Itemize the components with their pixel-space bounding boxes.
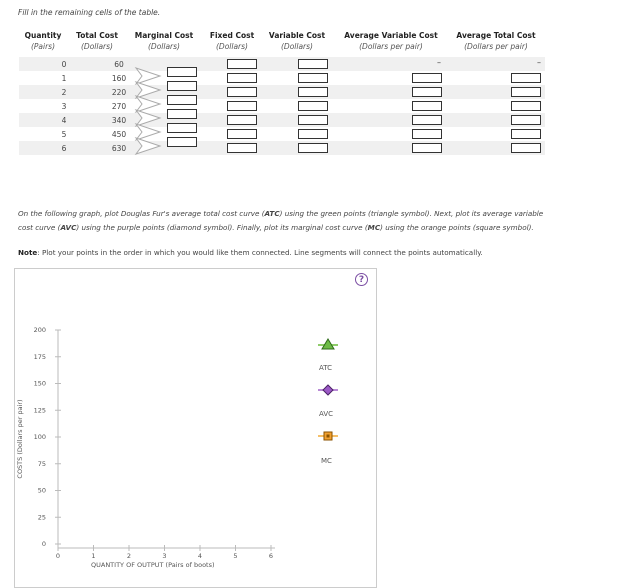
header-variable-cost: Variable Cost (Dollars) xyxy=(268,31,326,51)
x-axis-tick-label: 1 xyxy=(91,552,95,560)
fixed-cost-input[interactable] xyxy=(227,59,257,69)
triangle-icon xyxy=(321,338,335,350)
x-axis-tick-label: 3 xyxy=(162,552,166,560)
average-variable-cost-input[interactable] xyxy=(412,101,442,111)
x-axis-tick-label: 2 xyxy=(127,552,131,560)
instructions: Fill in the remaining cells of the table… xyxy=(18,8,161,17)
x-axis-tick-label: 5 xyxy=(233,552,237,560)
table-cell-quantity: 0 xyxy=(61,60,67,69)
marginal-cost-input[interactable] xyxy=(167,67,197,77)
fixed-cost-input[interactable] xyxy=(227,129,257,139)
marginal-cost-input[interactable] xyxy=(167,109,197,119)
y-axis-tick-label: 175 xyxy=(34,353,46,361)
fixed-cost-input[interactable] xyxy=(227,87,257,97)
help-icon[interactable]: ? xyxy=(355,273,368,286)
fixed-cost-input[interactable] xyxy=(227,73,257,83)
y-axis-tick-label: 200 xyxy=(34,326,46,334)
average-variable-cost-dash: – xyxy=(437,58,441,67)
variable-cost-input[interactable] xyxy=(298,87,328,97)
average-variable-cost-input[interactable] xyxy=(412,129,442,139)
average-variable-cost-input[interactable] xyxy=(412,87,442,97)
chevron-right-icon xyxy=(134,67,162,85)
marginal-cost-arrows xyxy=(134,67,162,155)
table-cell-total-cost: 60 xyxy=(114,60,124,69)
average-total-cost-input[interactable] xyxy=(511,101,541,111)
table-cell-quantity: 5 xyxy=(61,130,67,139)
average-total-cost-input[interactable] xyxy=(511,73,541,83)
legend-label-avc: AVC xyxy=(319,410,334,418)
variable-cost-input[interactable] xyxy=(298,59,328,69)
table-cell-quantity: 1 xyxy=(61,74,67,83)
variable-cost-input[interactable] xyxy=(298,73,328,83)
chevron-right-icon xyxy=(134,123,162,141)
y-axis-tick-label: 125 xyxy=(34,406,46,414)
table-cell-quantity: 6 xyxy=(61,144,67,153)
marginal-cost-input[interactable] xyxy=(167,137,197,147)
y-axis-title: COSTS (Dollars per pair) xyxy=(16,399,24,479)
table-cell-total-cost: 160 xyxy=(111,74,127,83)
variable-cost-input[interactable] xyxy=(298,115,328,125)
header-average-variable-cost: Average Variable Cost (Dollars per pair) xyxy=(344,31,438,51)
header-average-total-cost: Average Total Cost (Dollars per pair) xyxy=(456,31,536,51)
variable-cost-input[interactable] xyxy=(298,143,328,153)
fixed-cost-input[interactable] xyxy=(227,115,257,125)
average-total-cost-input[interactable] xyxy=(511,87,541,97)
table-cell-total-cost: 340 xyxy=(111,116,127,125)
y-axis-tick-label: 150 xyxy=(34,380,46,388)
table-cell-total-cost: 220 xyxy=(111,88,127,97)
y-axis-tick-label: 25 xyxy=(38,513,46,521)
marginal-cost-input[interactable] xyxy=(167,81,197,91)
average-variable-cost-input[interactable] xyxy=(412,73,442,83)
average-total-cost-input[interactable] xyxy=(511,129,541,139)
table-cell-quantity: 3 xyxy=(61,102,67,111)
graph-instructions-line-1: On the following graph, plot Douglas Fur… xyxy=(18,209,544,218)
variable-cost-input[interactable] xyxy=(298,129,328,139)
table-cell-total-cost: 630 xyxy=(111,144,127,153)
header-fixed-cost: Fixed Cost (Dollars) xyxy=(209,31,255,51)
legend-label-atc: ATC xyxy=(319,364,332,372)
table-row-bg xyxy=(19,57,545,71)
average-total-cost-input[interactable] xyxy=(511,115,541,125)
graph-instructions-line-2: cost curve (AVC) using the purple points… xyxy=(18,223,534,232)
x-axis-tick-label: 4 xyxy=(198,552,202,560)
header-marginal-cost: Marginal Cost (Dollars) xyxy=(134,31,194,51)
y-axis-tick-label: 50 xyxy=(38,487,46,495)
note: Note: Plot your points in the order in w… xyxy=(18,248,483,257)
chevron-right-icon xyxy=(134,95,162,113)
diamond-icon xyxy=(322,384,334,396)
legend-mc-tool[interactable] xyxy=(318,431,338,441)
average-total-cost-dash: – xyxy=(537,58,541,67)
variable-cost-input[interactable] xyxy=(298,101,328,111)
x-axis-tick-label: 0 xyxy=(56,552,60,560)
legend-avc-tool[interactable] xyxy=(318,384,338,396)
x-axis-tick-label: 6 xyxy=(269,552,273,560)
chevron-right-icon xyxy=(134,109,162,127)
fixed-cost-input[interactable] xyxy=(227,143,257,153)
y-axis-tick-label: 75 xyxy=(38,460,46,468)
header-total-cost: Total Cost (Dollars) xyxy=(76,31,118,51)
average-variable-cost-input[interactable] xyxy=(412,115,442,125)
fixed-cost-input[interactable] xyxy=(227,101,257,111)
marginal-cost-input[interactable] xyxy=(167,95,197,105)
header-quantity: Quantity (Pairs) xyxy=(24,31,62,51)
average-variable-cost-input[interactable] xyxy=(412,143,442,153)
y-axis-tick-label: 0 xyxy=(42,540,46,548)
table-cell-total-cost: 270 xyxy=(111,102,127,111)
legend-label-mc: MC xyxy=(321,457,332,465)
chevron-right-icon xyxy=(134,137,162,155)
table-cell-total-cost: 450 xyxy=(111,130,127,139)
table-cell-quantity: 2 xyxy=(61,88,67,97)
y-axis-tick-label: 100 xyxy=(34,433,46,441)
average-total-cost-input[interactable] xyxy=(511,143,541,153)
table-cell-quantity: 4 xyxy=(61,116,67,125)
legend-atc-tool[interactable] xyxy=(318,338,338,350)
chevron-right-icon xyxy=(134,81,162,99)
marginal-cost-input[interactable] xyxy=(167,123,197,133)
x-axis-title: QUANTITY OF OUTPUT (Pairs of boots) xyxy=(91,561,215,569)
